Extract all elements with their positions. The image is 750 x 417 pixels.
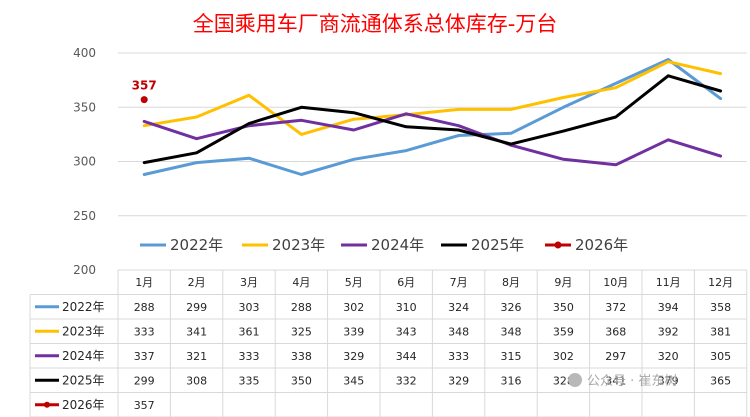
table-value-cell: 333	[134, 325, 155, 338]
table-header-cell: 4月	[292, 276, 310, 289]
table-row-label: 2025年	[62, 373, 105, 387]
series-lines: 357	[132, 58, 723, 176]
table-value-cell: 335	[239, 374, 260, 387]
table-value-cell: 338	[291, 350, 312, 363]
table-value-cell: 302	[343, 301, 364, 314]
table-header-cell: 9月	[554, 276, 572, 289]
table-value-cell: 365	[710, 374, 731, 387]
table-value-cell: 333	[448, 350, 469, 363]
table-header-cell: 2月	[188, 276, 206, 289]
table-value-cell: 299	[186, 301, 207, 314]
table-value-cell: 288	[291, 301, 312, 314]
table-value-cell: 325	[291, 325, 312, 338]
table-value-cell: 381	[710, 325, 731, 338]
legend-label: 2026年	[575, 236, 628, 254]
table-value-cell: 345	[343, 374, 364, 387]
table-row-label: 2023年	[62, 324, 105, 338]
legend-label: 2023年	[272, 236, 325, 254]
table-value-cell: 358	[710, 301, 731, 314]
watermark-text: 公众号 · 崔东树	[587, 373, 677, 389]
series-line	[142, 58, 723, 176]
chart-title: 全国乘用车厂商流通体系总体库存-万台	[193, 12, 558, 36]
table-value-cell: 339	[343, 325, 364, 338]
table-value-cell: 394	[658, 301, 679, 314]
table-value-cell: 303	[239, 301, 260, 314]
y-tick-label: 350	[73, 100, 96, 114]
table-value-cell: 299	[134, 374, 155, 387]
table-value-cell: 305	[710, 350, 731, 363]
table-row-label: 2022年	[62, 300, 105, 314]
table-header-cell: 5月	[345, 276, 363, 289]
y-tick-label: 400	[73, 46, 96, 60]
table-value-cell: 368	[605, 325, 626, 338]
watermark: 公众号 · 崔东树	[568, 373, 677, 389]
table-value-cell: 320	[658, 350, 679, 363]
legend-label: 2022年	[170, 236, 223, 254]
table-value-cell: 308	[186, 374, 207, 387]
series-line	[142, 74, 723, 165]
table-header-cell: 11月	[656, 276, 681, 289]
table-value-cell: 348	[501, 325, 522, 338]
table-value-cell: 350	[291, 374, 312, 387]
series-line	[142, 60, 723, 136]
legend-label: 2025年	[471, 236, 524, 254]
table-value-cell: 350	[553, 301, 574, 314]
table-value-cell: 337	[134, 350, 155, 363]
table-value-cell: 315	[501, 350, 522, 363]
table-value-cell: 329	[448, 374, 469, 387]
table-value-cell: 341	[186, 325, 207, 338]
table-value-cell: 324	[448, 301, 469, 314]
y-tick-label: 250	[73, 209, 96, 223]
table-value-cell: 357	[134, 399, 155, 412]
table-header-cell: 6月	[397, 276, 415, 289]
table-value-cell: 361	[239, 325, 260, 338]
table-value-cell: 341	[605, 374, 626, 387]
table-header-cell: 10月	[603, 276, 628, 289]
table-value-cell: 326	[501, 301, 522, 314]
table-value-cell: 392	[658, 325, 679, 338]
watermark-logo-icon	[568, 373, 582, 387]
table-value-cell: 359	[553, 325, 574, 338]
y-tick-label: 200	[73, 263, 96, 277]
table-row-label: 2024年	[62, 349, 105, 363]
table-value-cell: 344	[396, 350, 417, 363]
table-value-cell: 343	[396, 325, 417, 338]
table-header-cell: 1月	[135, 276, 153, 289]
y-tick-label: 300	[73, 155, 96, 169]
table-value-cell: 329	[343, 350, 364, 363]
table-value-cell: 379	[658, 374, 679, 387]
table-value-cell: 302	[553, 350, 574, 363]
legend: 2022年 2023年 2024年 2025年 2026年	[140, 236, 628, 254]
data-table: 1月 2月 3月 4月 5月 6月 7月 8月 9月 10月 11月 12月 2022年 288 299 30…	[29, 269, 748, 417]
table-legend-marker	[44, 401, 50, 408]
table-value-cell: 372	[605, 301, 626, 314]
table-value-cell: 297	[605, 350, 626, 363]
legend-label: 2024年	[371, 236, 424, 254]
table-value-cell: 321	[186, 350, 207, 363]
series-point	[140, 96, 148, 104]
table-row-label: 2026年	[62, 398, 105, 412]
table-header-cell: 12月	[708, 276, 733, 289]
table-value-cell: 332	[396, 374, 417, 387]
table-header-cell: 8月	[502, 276, 520, 289]
table-header-cell: 3月	[240, 276, 258, 289]
table-value-cell: 348	[448, 325, 469, 338]
table-value-cell: 316	[501, 374, 522, 387]
table-value-cell: 333	[239, 350, 260, 363]
data-label: 357	[132, 79, 157, 93]
table-value-cell: 288	[134, 301, 155, 314]
y-axis-ticks: 200 250 300 350 400	[73, 46, 96, 277]
table-header-cell: 7月	[450, 276, 468, 289]
table-value-cell: 310	[396, 301, 417, 314]
legend-marker	[554, 241, 562, 249]
